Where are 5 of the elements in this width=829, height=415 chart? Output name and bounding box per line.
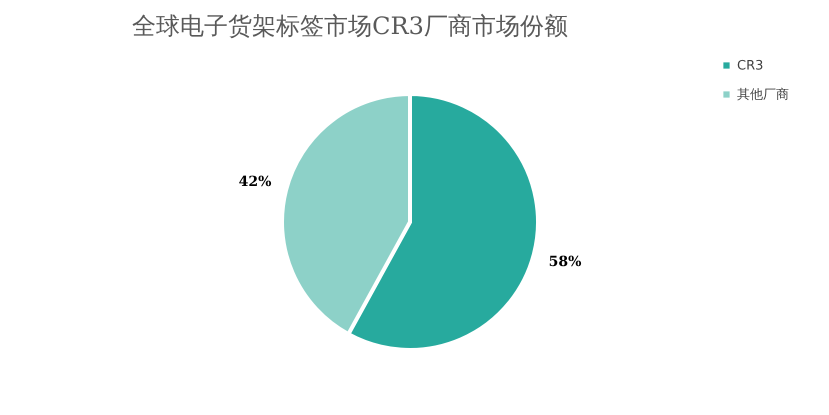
legend-label: 其他厂商 [737,88,789,102]
legend-label: CR3 [737,58,764,74]
chart-title: 全球电子货架标签市场CR3厂商市场份额 [132,12,568,40]
data-label: 58% [548,254,582,270]
data-label: 42% [238,174,272,190]
